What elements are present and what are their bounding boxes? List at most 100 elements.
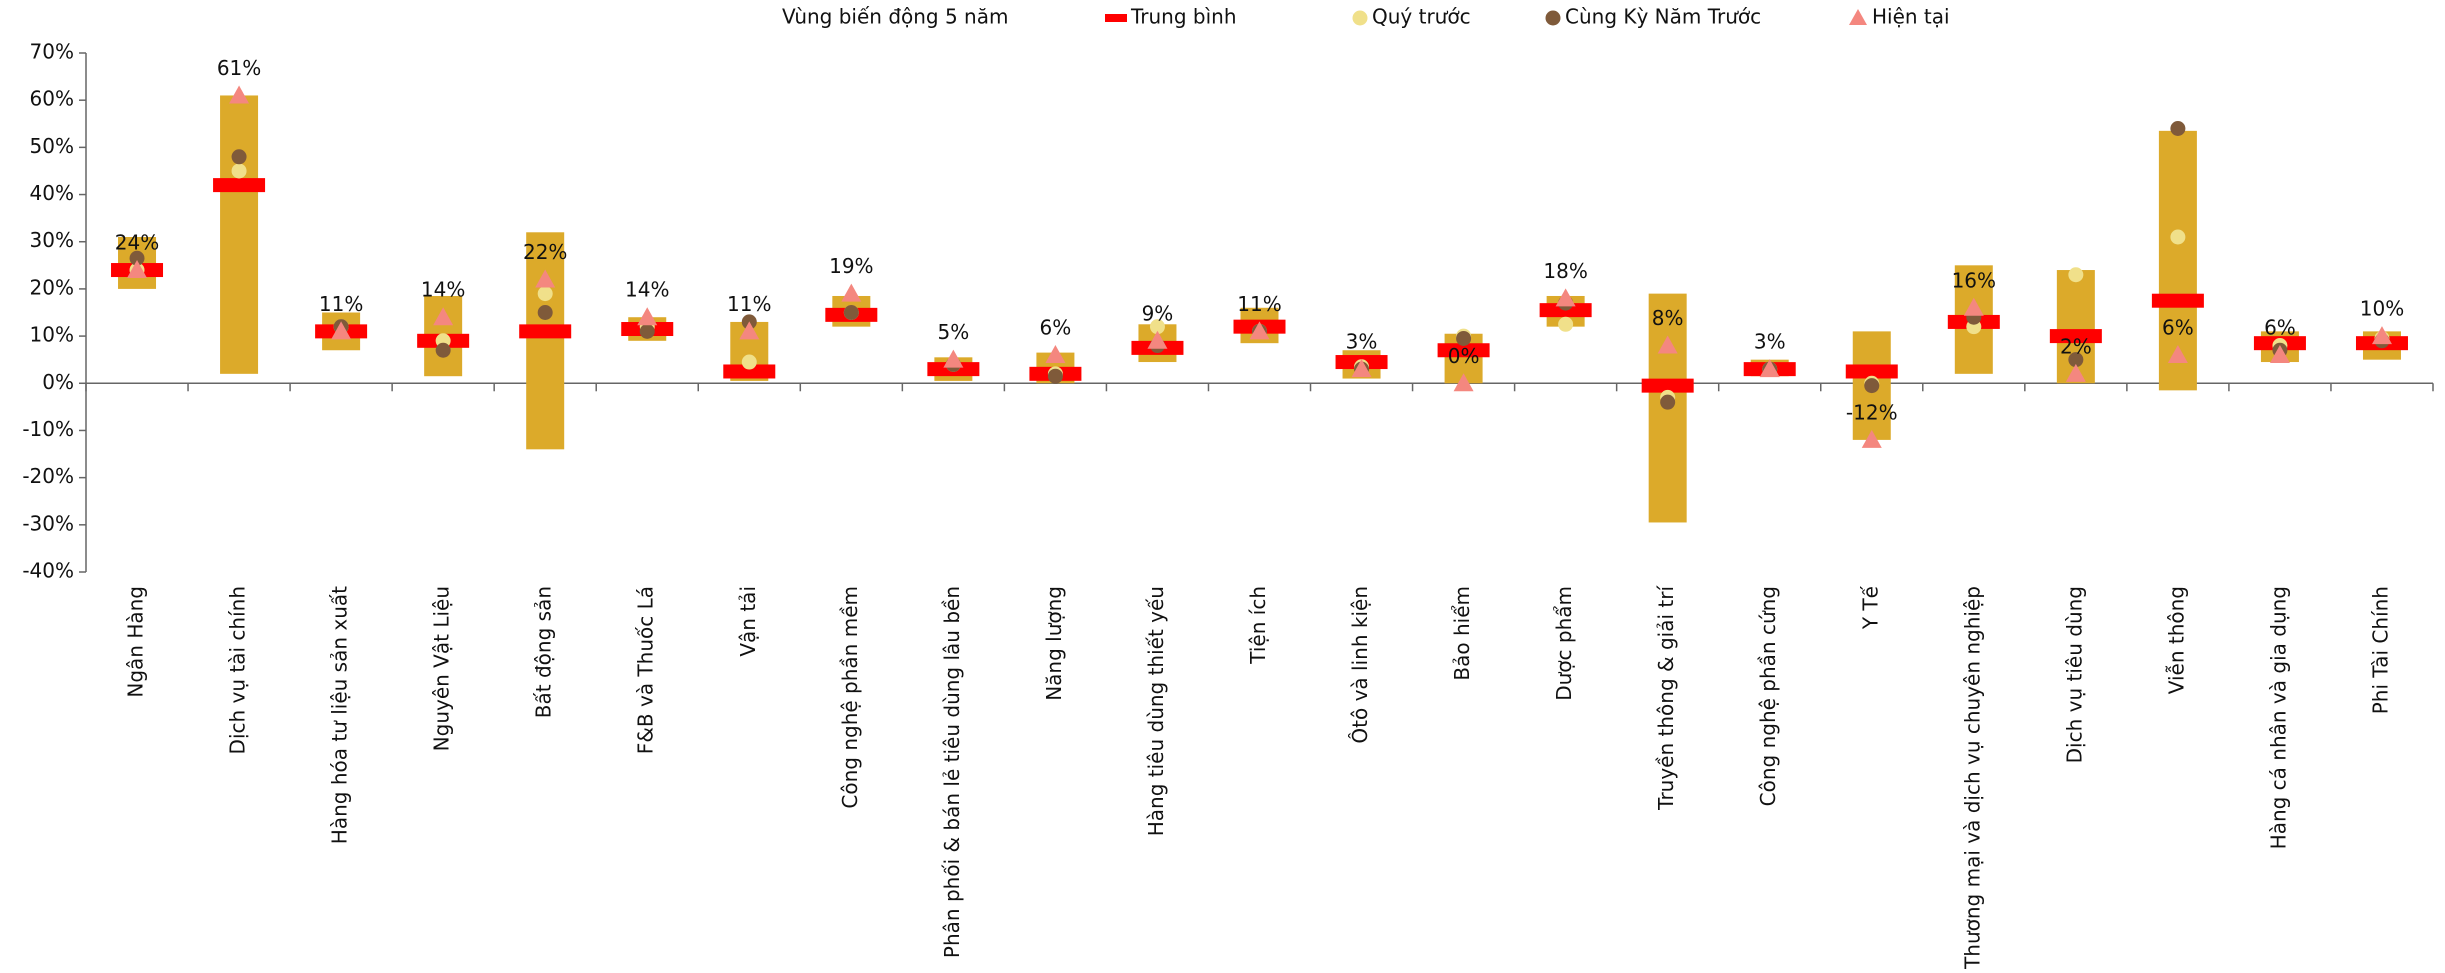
value-label: 5% <box>938 320 970 344</box>
x-label-group: Nguyên Vật Liệu <box>430 586 454 751</box>
previous-quarter-dot <box>537 286 553 302</box>
legend-label: Hiện tại <box>1872 5 1950 29</box>
value-label: 19% <box>829 254 873 278</box>
value-label: 24% <box>115 231 159 255</box>
value-label: 6% <box>2162 315 2194 339</box>
previous-quarter-dot <box>1149 319 1165 335</box>
legend-label: Trung bình <box>1130 5 1237 29</box>
current-marker <box>1963 297 1984 316</box>
x-tick-label: Dược phẩm <box>1552 586 1576 701</box>
current-marker <box>739 321 760 340</box>
legend-swatch <box>1352 10 1368 26</box>
average-mark <box>1437 343 1490 358</box>
x-tick-label: Hàng cá nhân và gia dụng <box>2266 586 2290 849</box>
y-tick-label: 70% <box>30 40 74 64</box>
current-marker <box>1045 344 1066 363</box>
x-tick-label: Năng lượng <box>1042 586 1066 701</box>
x-tick-label: Hàng tiêu dùng thiết yếu <box>1144 586 1168 836</box>
x-label-group: Y Tế <box>1858 585 1882 630</box>
x-label-group: Viễn thông <box>2164 586 2188 694</box>
previous-quarter-dot <box>741 354 757 370</box>
year-ago-dot <box>639 323 655 339</box>
current-marker <box>433 307 454 326</box>
x-tick-label: Thương mại và dịch vụ chuyên nghiệp <box>1960 586 1984 970</box>
current-marker <box>127 260 148 279</box>
legend-swatch <box>1105 14 1127 22</box>
value-label: 6% <box>1040 315 1072 339</box>
value-label: 8% <box>1652 306 1684 330</box>
x-tick-label: Công nghệ phần mềm <box>838 586 862 809</box>
year-ago-dot <box>537 305 553 320</box>
y-tick-label: 40% <box>30 181 74 205</box>
x-tick-label: Viễn thông <box>2164 586 2188 694</box>
year-ago-dot <box>129 250 145 266</box>
x-label-group: Hàng hóa tư liệu sản xuất <box>328 586 352 844</box>
current-marker <box>2065 363 2086 382</box>
previous-quarter-dot <box>231 163 247 179</box>
x-tick-label: Phi Tài Chính <box>2368 586 2392 714</box>
current-marker <box>2269 344 2290 363</box>
average-mark <box>519 324 572 339</box>
current-marker <box>1147 330 1168 349</box>
x-label-group: Phi Tài Chính <box>2368 586 2392 714</box>
current-marker <box>1759 359 1780 378</box>
average-mark <box>723 364 776 379</box>
x-tick-label: Ngân Hàng <box>124 586 148 698</box>
year-ago-dot <box>1047 368 1063 384</box>
x-label-group: Ôtô và linh kiện <box>1348 586 1372 744</box>
x-tick-label: Tiện ích <box>1246 586 1270 665</box>
previous-quarter-dot <box>2170 229 2186 245</box>
previous-quarter-dot <box>2068 267 2084 283</box>
x-label-group: Năng lượng <box>1042 586 1066 701</box>
value-label: 9% <box>1142 301 1174 325</box>
x-label-group: Truyền thông & giải trí <box>1654 585 1678 811</box>
y-tick-label: 30% <box>30 228 74 252</box>
x-tick-label: Phân phối & bán lẻ tiêu dùng lâu bền <box>940 586 964 958</box>
x-tick-label: Bảo hiểm <box>1450 586 1474 681</box>
current-marker <box>1657 335 1678 354</box>
x-label-group: Công nghệ phần cứng <box>1756 586 1780 806</box>
legend-label: Cùng Kỳ Năm Trước <box>1565 5 1761 29</box>
x-label-group: Dịch vụ tài chính <box>226 586 250 754</box>
previous-quarter-dot <box>1558 316 1574 332</box>
x-tick-label: Y Tế <box>1858 585 1882 630</box>
value-label: 3% <box>1346 330 1378 354</box>
year-ago-dot <box>435 342 451 358</box>
value-label: 0% <box>1448 344 1480 368</box>
x-label-group: Hàng cá nhân và gia dụng <box>2266 586 2290 849</box>
current-marker <box>1861 429 1882 448</box>
x-label-group: Phân phối & bán lẻ tiêu dùng lâu bền <box>940 586 964 958</box>
x-label-group: Dịch vụ tiêu dùng <box>2062 586 2086 763</box>
y-tick-label: 10% <box>30 323 74 347</box>
x-tick-label: Truyền thông & giải trí <box>1654 585 1678 811</box>
x-tick-label: Dịch vụ tiêu dùng <box>2062 586 2086 763</box>
x-label-group: Công nghệ phần mềm <box>838 586 862 809</box>
range-bar <box>220 95 259 374</box>
y-tick-label: 0% <box>42 370 74 394</box>
year-ago-dot <box>1660 394 1676 410</box>
x-tick-label: Công nghệ phần cứng <box>1756 586 1780 806</box>
legend-swatch <box>1849 9 1867 25</box>
range-bar <box>526 232 565 450</box>
current-marker <box>535 269 556 288</box>
x-tick-label: Vận tải <box>736 586 760 657</box>
value-label: 11% <box>1237 292 1281 316</box>
average-mark <box>2049 329 2102 344</box>
x-tick-label: Dịch vụ tài chính <box>226 586 250 754</box>
y-tick-label: 50% <box>30 134 74 158</box>
year-ago-dot <box>2170 120 2186 136</box>
y-tick-label: -30% <box>22 511 74 535</box>
current-marker <box>1453 373 1474 392</box>
x-tick-label: Ôtô và linh kiện <box>1348 586 1372 744</box>
value-label: 14% <box>421 278 465 302</box>
x-label-group: Ngân Hàng <box>124 586 148 698</box>
x-label-group: F&B và Thuốc Lá <box>634 586 658 754</box>
x-tick-label: Nguyên Vật Liệu <box>430 586 454 751</box>
current-marker <box>637 307 658 326</box>
x-label-group: Vận tải <box>736 586 760 657</box>
current-marker <box>1249 321 1270 340</box>
x-tick-label: Bất động sản <box>532 586 556 718</box>
current-marker <box>1555 288 1576 307</box>
value-label: 6% <box>2264 315 2296 339</box>
